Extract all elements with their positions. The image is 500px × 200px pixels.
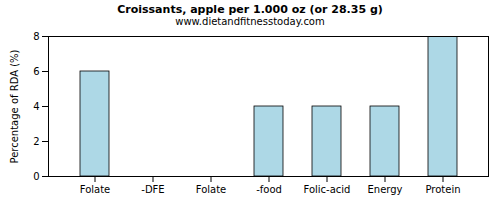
svg-text:-DFE: -DFE bbox=[141, 184, 164, 195]
svg-text:4: 4 bbox=[33, 101, 39, 112]
svg-text:-food: -food bbox=[256, 184, 282, 195]
svg-text:0: 0 bbox=[33, 171, 39, 182]
svg-text:2: 2 bbox=[33, 136, 39, 147]
html-text:www.dietandfitnesstoday.com: www.dietandfitnesstoday.com bbox=[175, 16, 325, 27]
svg-text:6: 6 bbox=[33, 66, 39, 77]
svg-text:Protein: Protein bbox=[425, 184, 460, 195]
html-text:Croissants, apple per 1.000 oz: Croissants, apple per 1.000 oz (or 28.35… bbox=[117, 3, 383, 16]
svg-text:8: 8 bbox=[33, 31, 39, 42]
svg-text:Folic-acid: Folic-acid bbox=[304, 184, 351, 195]
svg-text:Energy: Energy bbox=[367, 184, 402, 195]
svg-text:Folate: Folate bbox=[196, 184, 227, 195]
svg-text:Percentage of RDA (%): Percentage of RDA (%) bbox=[9, 49, 20, 163]
svg-text:Folate: Folate bbox=[80, 184, 111, 195]
